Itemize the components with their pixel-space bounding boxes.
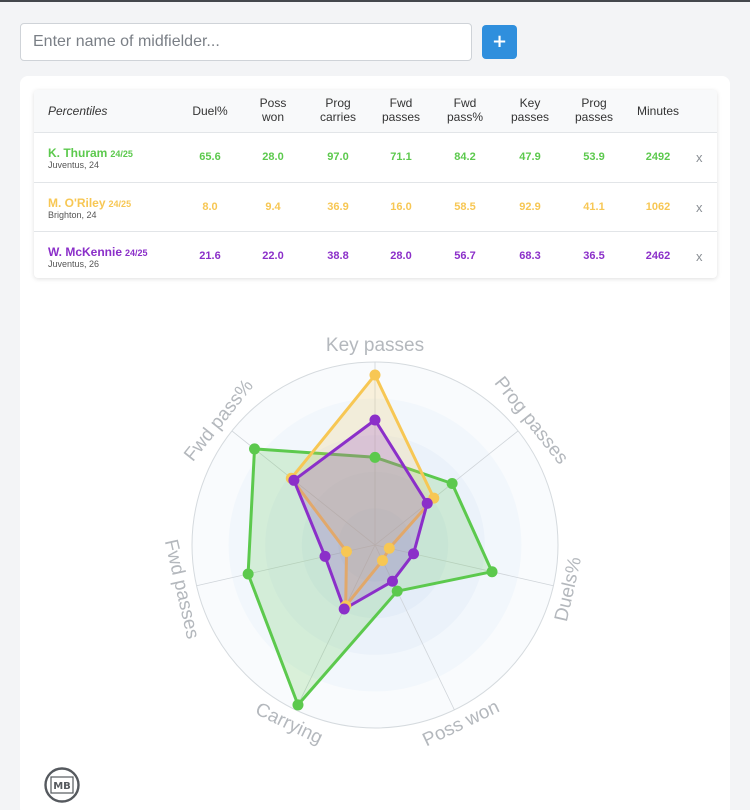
table-cell: 47.9 <box>519 151 541 163</box>
axis-label: Key passes <box>326 335 424 356</box>
table-cell: 22.0 <box>262 250 284 262</box>
series-point <box>288 474 300 486</box>
player-season: 24/25 <box>110 149 133 159</box>
series-point <box>383 542 395 554</box>
player-season: 24/25 <box>125 248 148 258</box>
series-area-2 <box>292 418 429 611</box>
table-cell: 97.0 <box>327 151 349 163</box>
remove-player-button[interactable]: x <box>696 249 703 264</box>
column-header-line: Prog <box>581 96 607 110</box>
remove-player-button[interactable]: x <box>696 200 703 215</box>
table-cell: 36.5 <box>583 250 605 262</box>
table-cell: 21.6 <box>199 250 221 262</box>
player-team: Juventus, 26 <box>48 259 100 269</box>
player-name-text: W. McKennie <box>48 245 123 259</box>
column-header-line: Prog <box>325 96 351 110</box>
column-header: Fwd pass% <box>447 96 483 124</box>
player-name: W. McKennie 24/25 <box>48 245 148 259</box>
column-header-line: Poss <box>259 96 287 110</box>
series-point <box>369 414 381 426</box>
column-header-line: won <box>261 110 284 124</box>
series-point <box>486 566 498 578</box>
column-header-line: Fwd <box>453 96 477 110</box>
table-cell: 56.7 <box>454 250 476 262</box>
table-cell: 28.0 <box>390 250 412 262</box>
column-header-line: carries <box>319 110 357 124</box>
series-point <box>292 699 304 711</box>
table-cell: 2462 <box>645 250 671 262</box>
table-row: W. McKennie 24/25 Juventus, 26 21.6 22.0 38.8… <box>34 231 717 280</box>
table-cell: 58.5 <box>454 201 476 213</box>
table-cell: 65.6 <box>199 151 221 163</box>
series-point <box>338 603 350 615</box>
column-header-line: Fwd <box>389 96 413 110</box>
table-cell: 1062 <box>645 201 671 213</box>
series-point <box>446 478 458 490</box>
column-header-line: passes <box>574 110 614 124</box>
column-header-line: Minutes <box>636 104 680 118</box>
column-header: Key passes <box>511 96 549 124</box>
player-team: Brighton, 24 <box>48 210 97 220</box>
table-cell: 9.4 <box>265 201 281 213</box>
table-cell: 71.1 <box>390 151 412 163</box>
top-border <box>0 0 750 2</box>
table-header: Percentiles Duel% Poss won Prog carries Fwd pa… <box>34 90 717 133</box>
player-name: K. Thuram 24/25 <box>48 146 133 160</box>
table-row: K. Thuram 24/25 Juventus, 24 65.6 28.0 97.0 71… <box>34 133 717 182</box>
radar-spoke <box>295 544 376 711</box>
series-point <box>369 451 381 463</box>
comparison-card: Percentiles Duel% Poss won Prog carries Fwd pa… <box>20 76 730 810</box>
table-cell: 36.9 <box>327 201 349 213</box>
column-header: Prog carries <box>320 96 356 124</box>
table-row: M. O'Riley 24/25 Brighton, 24 8.0 9.4 36.9 16.… <box>34 182 717 231</box>
series-point <box>369 369 381 381</box>
series-point <box>376 554 388 566</box>
series-point <box>421 497 433 509</box>
table-cell: 53.9 <box>583 151 605 163</box>
column-header: Poss won <box>260 96 287 124</box>
series-point <box>408 548 420 560</box>
player-name-text: M. O'Riley <box>48 196 106 210</box>
series-point <box>319 550 331 562</box>
table-cell: 68.3 <box>519 250 541 262</box>
column-header: Minutes <box>637 104 679 118</box>
table-cell: 2492 <box>645 151 671 163</box>
column-header: Duel% <box>192 104 227 118</box>
search-input[interactable] <box>20 23 472 61</box>
player-team: Juventus, 24 <box>48 160 100 170</box>
player-season: 24/25 <box>108 199 132 209</box>
table-cell: 16.0 <box>390 201 412 213</box>
table-cell: 92.9 <box>519 201 541 213</box>
column-header-line: pass% <box>446 110 484 124</box>
player-name: M. O'Riley 24/25 <box>48 196 131 210</box>
series-point <box>249 443 261 455</box>
table-cell: 8.0 <box>202 201 218 213</box>
column-header-line: Duel% <box>192 104 228 118</box>
table-cell: 38.8 <box>327 250 349 262</box>
column-header-line: Key <box>519 96 541 110</box>
logo-text: MB <box>53 781 71 792</box>
remove-player-button[interactable]: x <box>696 150 703 165</box>
add-player-button[interactable]: + <box>482 25 517 59</box>
series-point <box>386 575 398 587</box>
series-point <box>242 568 254 580</box>
percentiles-header: Percentiles <box>48 104 108 118</box>
column-header-line: passes <box>381 110 421 124</box>
radar-spoke <box>374 544 455 711</box>
radar-spoke <box>374 544 554 587</box>
table-cell: 84.2 <box>454 151 476 163</box>
table-cell: 28.0 <box>262 151 284 163</box>
column-header: Fwd passes <box>382 96 420 124</box>
percentiles-table: Percentiles Duel% Poss won Prog carries Fwd pa… <box>34 90 717 278</box>
table-cell: 41.1 <box>583 201 605 213</box>
series-point <box>391 585 403 597</box>
radar-spoke <box>374 430 519 546</box>
column-header-line: passes <box>510 110 550 124</box>
series-point <box>340 546 352 558</box>
column-header: Prog passes <box>575 96 613 124</box>
player-name-text: K. Thuram <box>48 146 108 160</box>
logo-icon: MB <box>44 767 80 803</box>
